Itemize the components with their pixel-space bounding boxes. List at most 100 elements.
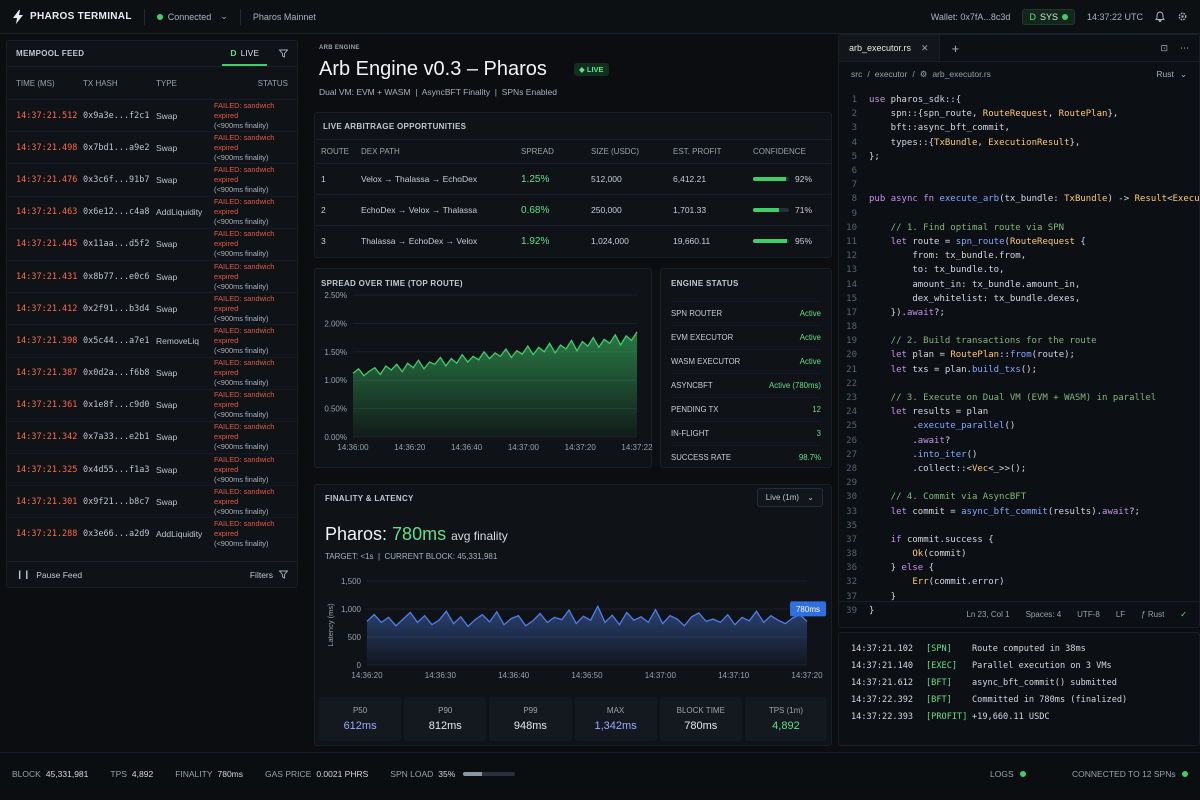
table-row[interactable]: 14:37:21.498 0x7bd1...a9e2 Swap FAILED: san… <box>7 131 297 163</box>
bell-icon[interactable] <box>1155 11 1165 22</box>
indent-setting[interactable]: Spaces: 4 <box>1025 610 1062 619</box>
language-select[interactable]: Rust ⌄ <box>1156 69 1187 80</box>
pause-feed-button[interactable]: Pause Feed <box>36 569 83 580</box>
line-number: 12 <box>846 251 857 262</box>
tx-time: 14:37:21.476 <box>16 174 78 185</box>
line-text: dex_whitelist: tx_bundle.dexes, <box>869 293 1081 304</box>
confidence-cell: 92% <box>747 163 831 195</box>
tx-status-text: FAILED: sandwich expired <box>214 486 275 506</box>
filter-icon[interactable] <box>279 49 288 58</box>
table-row[interactable]: 14:37:21.361 0x1e8f...c9d0 Swap FAILED: san… <box>7 388 297 421</box>
tx-hash[interactable]: 0x9a3e...f2c1 <box>83 110 150 121</box>
col-hash[interactable]: TX HASH <box>83 78 118 88</box>
sys-label: SYS <box>1039 11 1058 22</box>
breadcrumb-file[interactable]: arb_executor.rs <box>932 69 991 79</box>
tx-hash[interactable]: 0x7bd1...a9e2 <box>83 142 150 153</box>
tx-hash[interactable]: 0x0d2a...f6b8 <box>83 368 150 379</box>
tx-status: FAILED: sandwich expired (<900ms finality… <box>208 455 288 485</box>
tx-status-text: FAILED: sandwich expired <box>214 100 275 120</box>
connection-status[interactable]: Connected ⌄ <box>156 11 228 22</box>
opportunity-row[interactable]: 3 Thalassa → EchoDex → Velox 1.92% 1,024,00… <box>315 225 831 257</box>
table-row[interactable]: 14:37:21.325 0x4d55...f1a3 Swap FAILED: san… <box>7 453 297 485</box>
x-tick-label: 14:37:20 <box>791 671 823 680</box>
table-row[interactable]: 14:37:21.412 0x2f91...b3d4 Swap FAILED: san… <box>7 292 297 324</box>
line-number: 2 <box>851 109 857 120</box>
tx-hash[interactable]: 0x7a33...e2b1 <box>83 432 150 443</box>
cursor-position[interactable]: Ln 23, Col 1 <box>966 610 1010 619</box>
col-dex-path[interactable]: DEX PATH <box>355 139 515 164</box>
tx-hash[interactable]: 0x11aa...d5f2 <box>83 239 150 250</box>
tx-hash[interactable]: 0x8b77...e0c6 <box>83 271 150 282</box>
code-area[interactable]: 1 use pharos_sdk::{2 spn::{spn_route, Rou… <box>839 93 1200 618</box>
log-entry: 14:37:21.612 [BFT] async_bft_commit() subm… <box>851 675 1117 691</box>
table-row[interactable]: 14:37:21.512 0x9a3e...f2c1 Swap FAILED: san… <box>7 99 297 131</box>
dex-path: EchoDex → Velox → Thalassa <box>355 194 515 226</box>
table-row[interactable]: 14:37:21.445 0x11aa...d5f2 Swap FAILED: san… <box>7 227 297 260</box>
y-tick-label: 1.50% <box>324 348 347 357</box>
tx-hash[interactable]: 0x5c44...a7e1 <box>83 335 150 346</box>
log-panel: 14:37:21.102 [SPN] Route computed in 38ms 1… <box>838 632 1200 746</box>
table-row[interactable]: 14:37:21.342 0x7a33...e2b1 Swap FAILED: san… <box>7 420 297 453</box>
wallet-address[interactable]: Wallet: 0x7fA...8c3d <box>930 11 1011 22</box>
tx-status: FAILED: sandwich expired (<900ms finality… <box>208 326 288 356</box>
tx-hash[interactable]: 0x4d55...f1a3 <box>83 464 150 475</box>
col-profit[interactable]: EST. PROFIT <box>667 139 747 164</box>
tx-hash[interactable]: 0x3e66...a2d9 <box>83 529 150 540</box>
sys-badge[interactable]: D SYS <box>1022 8 1075 25</box>
tx-type: Swap <box>156 464 178 475</box>
tx-status: FAILED: sandwich expired (<900ms finality… <box>208 487 288 517</box>
table-row[interactable]: 14:37:21.387 0x0d2a...f6b8 Swap FAILED: san… <box>7 356 297 389</box>
col-type[interactable]: TYPE <box>156 78 177 88</box>
breadcrumb-src[interactable]: src <box>851 69 863 79</box>
logs-toggle[interactable]: LOGS <box>990 769 1027 779</box>
col-size[interactable]: SIZE (USDC) <box>585 139 667 164</box>
metric-value: 948ms <box>513 720 547 732</box>
col-spread[interactable]: SPREAD <box>515 139 585 164</box>
code-line: 37 } <box>839 590 1200 604</box>
editor-tab[interactable]: arb_executor.rs ✕ <box>839 35 940 61</box>
col-confidence[interactable]: CONFIDENCE <box>747 139 831 164</box>
range-select-label: Live (1m) <box>765 493 800 502</box>
language-mode[interactable]: ƒ Rust <box>1141 610 1165 619</box>
line-ending[interactable]: LF <box>1115 610 1126 619</box>
tx-type: Swap <box>156 271 178 282</box>
language-label: Rust <box>1156 69 1174 79</box>
confidence-bar <box>753 177 789 181</box>
table-row[interactable]: 14:37:21.463 0x6e12...c4a8 AddLiquidity FAI… <box>7 195 297 228</box>
breadcrumb-executor[interactable]: executor <box>874 69 908 79</box>
col-status[interactable]: STATUS <box>257 78 288 88</box>
clock: 14:37:22 UTC <box>1086 11 1143 22</box>
table-row[interactable]: 14:37:21.288 0x3e66...a2d9 AddLiquidity FAI… <box>7 517 297 549</box>
tx-hash[interactable]: 0x9f21...b8c7 <box>83 496 150 507</box>
tx-hash[interactable]: 0x3c6f...91b7 <box>83 174 150 185</box>
tx-hash[interactable]: 0x1e8f...c9d0 <box>83 400 150 411</box>
col-route[interactable]: ROUTE <box>315 139 355 164</box>
log-message: +19,660.11 USDC <box>972 712 1050 722</box>
split-view-icon[interactable]: ⊡ <box>1160 42 1168 53</box>
tx-type: Swap <box>156 174 178 185</box>
filters-button[interactable]: Filters <box>250 570 288 580</box>
status-label: EVM EXECUTOR <box>671 333 734 342</box>
opportunity-row[interactable]: 2 EchoDex → Velox → Thalassa 0.68% 250,000 1… <box>315 194 831 226</box>
table-row[interactable]: 14:37:21.431 0x8b77...e0c6 Swap FAILED: san… <box>7 259 297 292</box>
col-time[interactable]: TIME (MS) <box>16 78 55 88</box>
more-icon[interactable]: ⋯ <box>1180 42 1189 53</box>
tx-hash[interactable]: 0x2f91...b3d4 <box>83 303 150 314</box>
opportunity-row[interactable]: 1 Velox → Thalassa → EchoDex 1.25% 512,000 6… <box>315 163 831 195</box>
tab-live[interactable]: D LIVE <box>222 42 267 66</box>
range-select[interactable]: Live (1m) ⌄ <box>756 488 823 507</box>
gear-icon[interactable] <box>1177 11 1188 22</box>
network-label[interactable]: Pharos Mainnet <box>252 11 316 22</box>
code-line: 29 <box>839 476 1200 490</box>
spn-connection[interactable]: CONNECTED TO 12 SPNs <box>1072 769 1188 779</box>
close-icon[interactable]: ✕ <box>921 42 929 53</box>
line-text: let route = spn_route(RouteRequest { <box>890 236 1086 247</box>
chevron-down-icon: ⌄ <box>1179 68 1187 79</box>
new-tab-icon[interactable]: + <box>951 40 960 56</box>
tx-hash[interactable]: 0x6e12...c4a8 <box>83 207 150 218</box>
table-row[interactable]: 14:37:21.301 0x9f21...b8c7 Swap FAILED: san… <box>7 485 297 517</box>
tx-status-sub: (<900ms finality) <box>214 410 269 420</box>
encoding[interactable]: UTF-8 <box>1077 610 1100 619</box>
table-row[interactable]: 14:37:21.476 0x3c6f...91b7 Swap FAILED: san… <box>7 163 297 195</box>
table-row[interactable]: 14:37:21.398 0x5c44...a7e1 RemoveLiq FAILED… <box>7 324 297 356</box>
